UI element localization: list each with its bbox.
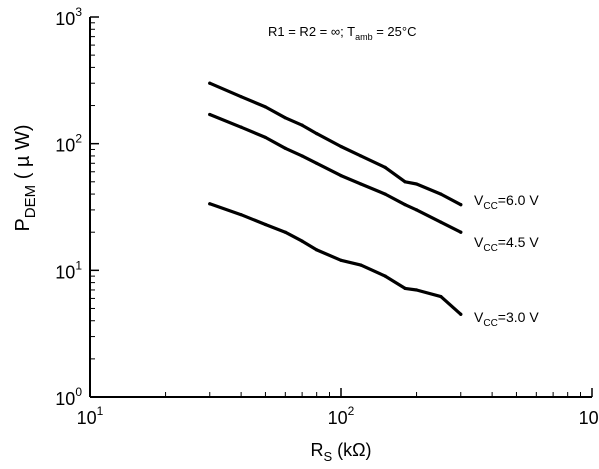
data-point [240,95,243,98]
data-point [284,116,287,119]
data-point [301,154,304,157]
data-point [415,208,418,211]
data-point [240,126,243,129]
y-tick-label: 102 [55,132,82,156]
x-tick-label: 101 [77,404,104,428]
data-point [315,248,318,251]
conditions-annotation: R1 = R2 = ∞; Tamb = 25°C [268,24,416,42]
data-point [284,231,287,234]
y-tick-label: 103 [55,5,82,29]
data-point [384,192,387,195]
data-point [415,288,418,291]
data-point [403,203,406,206]
data-point [301,240,304,243]
data-point [415,182,418,185]
x-tick-label: 103 [579,404,599,428]
data-point [284,147,287,150]
data-point [439,192,442,195]
series-line-0 [210,83,461,205]
series-lines [208,82,462,316]
data-point [301,124,304,127]
data-point [439,221,442,224]
data-point [240,213,243,216]
x-axis-label: RS (kΩ) [310,440,371,464]
y-axis-label: PDEM ( µ W) [12,124,39,231]
data-point [359,154,362,157]
data-point [459,203,462,206]
series-label: VCC=3.0 V [474,309,539,329]
data-point [264,136,267,139]
series-line-1 [210,115,461,233]
series-label: VCC=4.5 V [474,234,539,254]
data-point [459,231,462,234]
data-point [339,174,342,177]
data-point [315,132,318,135]
y-tick-label: 101 [55,258,82,282]
data-point [315,162,318,165]
data-point [339,259,342,262]
data-point [439,295,442,298]
data-point [403,287,406,290]
series-line-2 [210,204,461,314]
data-point [264,223,267,226]
data-point [339,145,342,148]
data-point [208,113,211,116]
data-point [384,275,387,278]
x-tick-label: 102 [328,404,355,428]
data-point [359,263,362,266]
data-point [208,202,211,205]
data-point [208,82,211,85]
series-label: VCC=6.0 V [474,192,539,212]
data-point [403,180,406,183]
y-tick-label: 100 [55,385,82,409]
data-point [459,313,462,316]
data-point [359,182,362,185]
data-point [384,166,387,169]
data-point [264,105,267,108]
